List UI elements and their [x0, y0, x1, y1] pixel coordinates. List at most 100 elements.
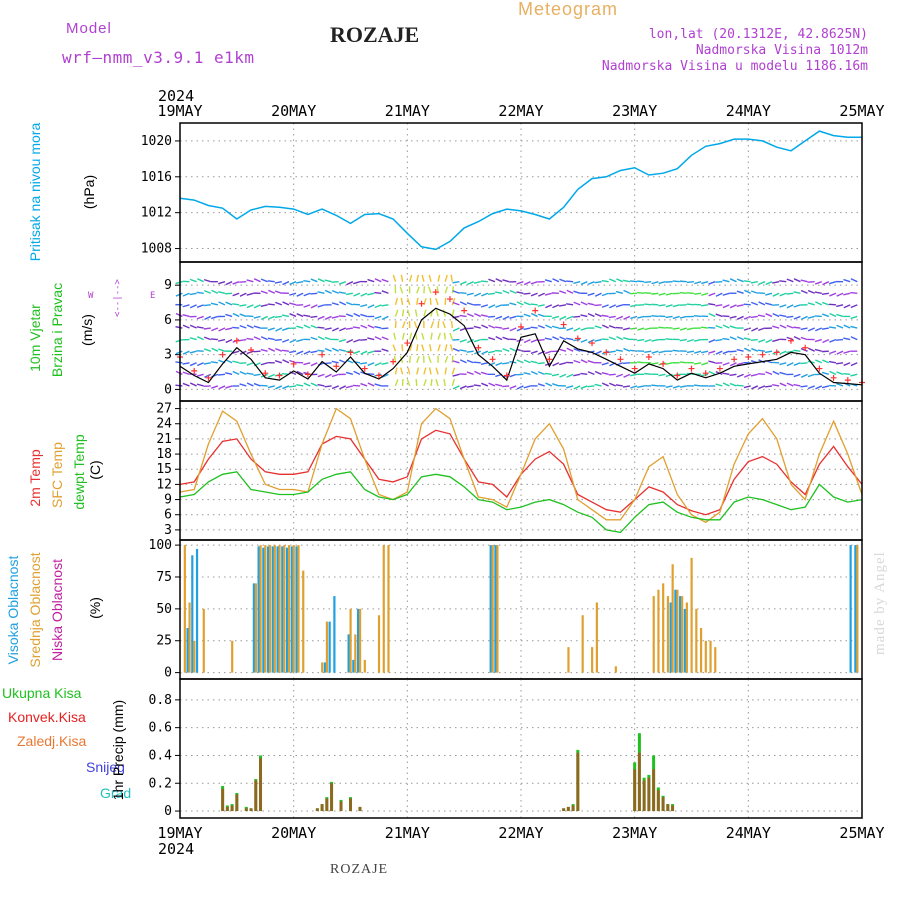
y-tick-label: 6 [164, 313, 172, 328]
wind-arrow [225, 327, 233, 331]
wind-arrow [665, 315, 673, 319]
wind-arrow [353, 370, 361, 375]
wind-arrow [275, 385, 283, 390]
wind-arrow [729, 336, 737, 341]
wind-arrow [459, 281, 467, 286]
wind-arrow [644, 372, 652, 376]
gust-marker [503, 372, 510, 379]
wind-arrow [722, 279, 730, 283]
y-tick-label: 21 [156, 432, 172, 447]
precip-axis-title: 1hr Precip (mm) [110, 700, 126, 800]
gust-marker [589, 340, 596, 347]
wind-arrow [651, 338, 659, 342]
wind-arrow [758, 281, 766, 286]
wind-arrow [786, 304, 794, 309]
top-time-tick-label: 21MAY [385, 102, 430, 120]
wind-arrow [729, 278, 737, 283]
wind-arrow [573, 281, 581, 284]
wind-arrow [392, 344, 397, 352]
wind-arrow [743, 327, 751, 331]
wind-arrow [381, 362, 389, 365]
wind-arrow [516, 281, 524, 285]
wind-arrow [558, 304, 567, 307]
wind-arrow [218, 348, 226, 352]
wind-arrow [495, 336, 503, 341]
wind-arrow [239, 383, 247, 387]
wind-arrow [651, 292, 659, 295]
wind-arrow [175, 350, 183, 355]
wind-arrow [686, 327, 695, 331]
precip-bar-2 [637, 752, 641, 812]
wind-arrow [360, 304, 368, 308]
wind-arrow [729, 362, 737, 367]
wind-arrow [339, 385, 347, 390]
precip-legend-3: Zaledj.Kisa [17, 733, 86, 749]
wind-arrow [502, 279, 510, 283]
gust-marker [546, 356, 553, 363]
wind-arrow [296, 292, 304, 297]
wind-arrow [268, 347, 276, 352]
wind-arrow [317, 315, 325, 320]
wind-arrow [836, 350, 844, 355]
wind-arrow [303, 350, 311, 355]
cloud-bar-2 [591, 647, 594, 673]
wind-arrow [821, 371, 830, 376]
wind-arrow [487, 350, 496, 354]
wind-arrow [253, 278, 261, 283]
wind-arrow [594, 304, 602, 307]
cloud-bar-2 [714, 647, 717, 673]
wind-arrow [232, 326, 240, 329]
wind-arrow [729, 350, 737, 353]
wind-arrow [488, 278, 496, 283]
cloud-bar-2 [690, 557, 693, 673]
wind-arrow [393, 332, 397, 340]
wind-arrow [729, 373, 737, 377]
wind-arrow [331, 327, 339, 332]
wind-arrow [616, 336, 624, 341]
wind-arrow [623, 315, 631, 320]
wind-arrow [580, 338, 588, 343]
wind-arrow [429, 297, 432, 305]
wind-arrow [211, 385, 219, 389]
cloud-bar-2 [188, 602, 191, 673]
wind-arrow [530, 350, 538, 355]
wind-arrow [523, 338, 531, 344]
precip-bar-2 [647, 777, 651, 812]
wind-arrow [196, 326, 204, 329]
wind-arrow [743, 337, 751, 341]
gust-marker [347, 349, 354, 356]
precip-bar-2 [221, 788, 225, 812]
wind-arrow [736, 373, 744, 378]
wind-arrow [367, 337, 375, 341]
compass-east: E [150, 291, 155, 301]
gust-marker [802, 344, 809, 351]
wind-arrow [459, 291, 467, 294]
wind-arrow [345, 292, 353, 296]
wind-arrow [800, 373, 808, 378]
wind-arrow [381, 278, 389, 283]
wind-arrow [435, 367, 439, 375]
wind-arrow [289, 359, 297, 364]
wind-arrow [786, 324, 794, 329]
precip-bar-2 [656, 790, 660, 812]
wind-arrow [346, 281, 354, 286]
wind-arrow [750, 281, 758, 284]
lonlat-text: lon,lat (20.1312E, 42.8625N) [648, 27, 868, 42]
wind-arrow [729, 304, 737, 309]
wind-arrow [608, 373, 616, 376]
wind-arrow [466, 302, 474, 306]
cloud-bar-1 [262, 547, 265, 673]
y-tick-label: 1016 [141, 170, 172, 185]
wind-arrow [623, 289, 631, 294]
cloud-bar-2 [652, 596, 655, 673]
wind-arrow [218, 301, 226, 306]
cloud-bar-1 [679, 596, 682, 673]
y-tick-label: 24 [156, 417, 172, 432]
wind-arrow [786, 292, 794, 295]
precip-legend-1: Ukupna Kisa [2, 685, 82, 701]
cloud-bar-2 [666, 596, 670, 673]
y-tick-label: 1012 [141, 206, 172, 221]
wind-arrow [552, 362, 560, 367]
wind-arrow [601, 338, 609, 341]
gust-marker [248, 347, 255, 354]
